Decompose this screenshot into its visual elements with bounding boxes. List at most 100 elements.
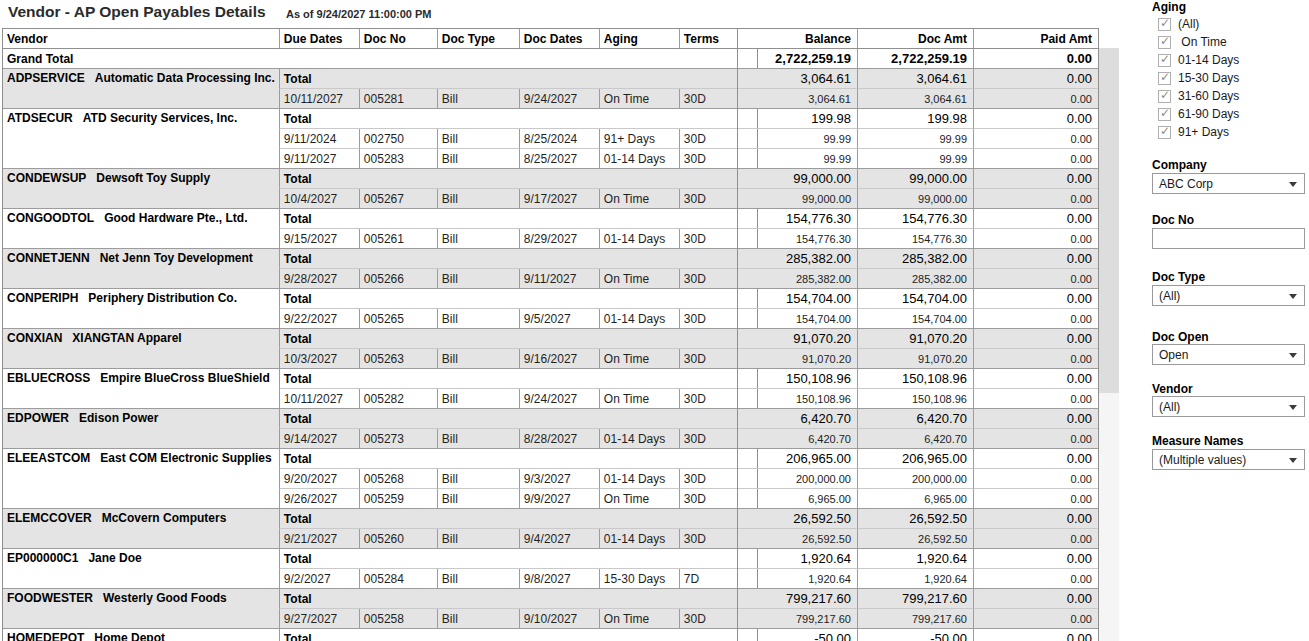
balance-cell[interactable]: 150,108.96 — [738, 389, 857, 409]
doc-date-cell[interactable]: 9/8/2027 — [519, 569, 599, 589]
aging-cell[interactable]: 01-14 Days — [599, 149, 679, 169]
vendor-cell[interactable]: CONDEWSUPDewsoft Toy Supply — [3, 169, 279, 209]
doc-amt-cell[interactable]: 154,704.00 — [857, 289, 973, 309]
due-date-cell[interactable]: 9/20/2027 — [279, 469, 359, 489]
total-label-cell[interactable]: Total — [279, 69, 757, 89]
due-date-cell[interactable]: 9/11/2024 — [279, 129, 359, 149]
balance-cell[interactable]: 3,064.61 — [738, 69, 857, 89]
due-date-cell[interactable]: 9/11/2027 — [279, 149, 359, 169]
doc-no-input[interactable] — [1152, 228, 1305, 249]
vendor-cell[interactable]: ATDSECURATD Security Services, Inc. — [3, 109, 279, 169]
balance-cell[interactable]: 199.98 — [738, 109, 857, 129]
total-label-cell[interactable]: Total — [279, 109, 757, 129]
paid-amt-cell[interactable]: 0.00 — [973, 289, 1098, 309]
aging-checkbox--all-[interactable]: ✓(All) — [1158, 15, 1199, 33]
doc-amt-cell[interactable]: 99,000.00 — [857, 169, 973, 189]
balance-cell[interactable]: 6,420.70 — [738, 429, 857, 449]
balance-cell[interactable]: 154,776.30 — [738, 229, 857, 249]
vendor-cell[interactable]: CONXIANXIANGTAN Apparel — [3, 329, 279, 369]
paid-amt-cell[interactable]: 0.00 — [973, 449, 1098, 469]
doc-type-cell[interactable]: Bill — [437, 149, 519, 169]
measure-names-dropdown[interactable]: (Multiple values) — [1152, 449, 1305, 470]
vendor-cell[interactable]: EP000000C1Jane Doe — [3, 549, 279, 589]
doc-date-cell[interactable]: 8/29/2027 — [519, 229, 599, 249]
due-date-cell[interactable]: 9/15/2027 — [279, 229, 359, 249]
aging-checkbox-on-time[interactable]: ✓ On Time — [1158, 33, 1227, 51]
balance-cell[interactable]: 91,070.20 — [738, 349, 857, 369]
doc-date-cell[interactable]: 9/24/2027 — [519, 89, 599, 109]
doc-no-cell[interactable]: 005263 — [359, 349, 437, 369]
doc-amt-cell[interactable]: 6,420.70 — [857, 409, 973, 429]
total-label-cell[interactable]: Total — [279, 629, 757, 641]
balance-cell[interactable]: 200,000.00 — [738, 469, 857, 489]
aging-checkbox-31-60-days[interactable]: ✓31-60 Days — [1158, 87, 1239, 105]
checkbox-icon[interactable]: ✓ — [1158, 54, 1171, 67]
scrollbar-thumb[interactable] — [1099, 48, 1119, 393]
paid-amt-cell[interactable]: 0.00 — [973, 229, 1098, 249]
paid-amt-cell[interactable]: 0.00 — [973, 469, 1098, 489]
balance-cell[interactable]: 154,704.00 — [738, 309, 857, 329]
total-label-cell[interactable]: Total — [279, 289, 757, 309]
due-date-cell[interactable]: 10/3/2027 — [279, 349, 359, 369]
doc-no-cell[interactable]: 005261 — [359, 229, 437, 249]
paid-amt-cell[interactable]: 0.00 — [973, 629, 1098, 641]
doc-no-cell[interactable]: 005268 — [359, 469, 437, 489]
column-header-doc-dates[interactable]: Doc Dates — [519, 29, 599, 49]
balance-cell[interactable]: 285,382.00 — [738, 249, 857, 269]
balance-cell[interactable]: 99,000.00 — [738, 189, 857, 209]
column-header-doc-amt[interactable]: Doc Amt — [857, 29, 973, 49]
paid-amt-cell[interactable]: 0.00 — [973, 529, 1098, 549]
doc-type-cell[interactable]: Bill — [437, 529, 519, 549]
paid-amt-cell[interactable]: 0.00 — [973, 589, 1098, 609]
balance-cell[interactable]: 285,382.00 — [738, 269, 857, 289]
balance-cell[interactable]: 154,776.30 — [738, 209, 857, 229]
due-date-cell[interactable]: 10/11/2027 — [279, 89, 359, 109]
vertical-scrollbar[interactable] — [1099, 48, 1119, 641]
doc-date-cell[interactable]: 9/11/2027 — [519, 269, 599, 289]
paid-amt-cell[interactable]: 0.00 — [973, 89, 1098, 109]
total-label-cell[interactable]: Total — [279, 409, 757, 429]
doc-date-cell[interactable]: 9/4/2027 — [519, 529, 599, 549]
aging-cell[interactable]: 91+ Days — [599, 129, 679, 149]
checkbox-icon[interactable]: ✓ — [1158, 36, 1171, 49]
aging-checkbox-91-days[interactable]: ✓91+ Days — [1158, 123, 1229, 141]
total-label-cell[interactable]: Total — [279, 369, 757, 389]
paid-amt-cell[interactable]: 0.00 — [973, 389, 1098, 409]
doc-amt-cell[interactable]: 200,000.00 — [857, 469, 973, 489]
paid-amt-cell[interactable]: 0.00 — [973, 489, 1098, 509]
paid-amt-cell[interactable]: 0.00 — [973, 569, 1098, 589]
vendor-cell[interactable]: CONNETJENNNet Jenn Toy Development — [3, 249, 279, 289]
doc-amt-cell[interactable]: 285,382.00 — [857, 249, 973, 269]
paid-amt-cell[interactable]: 0.00 — [973, 69, 1098, 89]
balance-cell[interactable]: 2,722,259.19 — [738, 49, 857, 69]
doc-amt-cell[interactable]: 99,000.00 — [857, 189, 973, 209]
due-date-cell[interactable]: 9/28/2027 — [279, 269, 359, 289]
doc-no-cell[interactable]: 005260 — [359, 529, 437, 549]
checkbox-icon[interactable]: ✓ — [1158, 90, 1171, 103]
vendor-cell[interactable]: CONGOODTOLGood Hardware Pte., Ltd. — [3, 209, 279, 249]
doc-no-cell[interactable]: 005284 — [359, 569, 437, 589]
aging-cell[interactable]: 15-30 Days — [599, 569, 679, 589]
total-label-cell[interactable]: Total — [279, 329, 757, 349]
paid-amt-cell[interactable]: 0.00 — [973, 329, 1098, 349]
column-header-doc-type[interactable]: Doc Type — [437, 29, 519, 49]
doc-amt-cell[interactable]: 91,070.20 — [857, 329, 973, 349]
doc-type-cell[interactable]: Bill — [437, 469, 519, 489]
due-date-cell[interactable]: 10/11/2027 — [279, 389, 359, 409]
balance-cell[interactable]: 99.99 — [738, 149, 857, 169]
balance-cell[interactable]: 6,965.00 — [738, 489, 857, 509]
doc-date-cell[interactable]: 8/28/2027 — [519, 429, 599, 449]
column-header-due-dates[interactable]: Due Dates — [279, 29, 359, 49]
paid-amt-cell[interactable]: 0.00 — [973, 349, 1098, 369]
doc-amt-cell[interactable]: 799,217.60 — [857, 589, 973, 609]
paid-amt-cell[interactable]: 0.00 — [973, 189, 1098, 209]
vendor-cell[interactable]: ELEMCCOVERMcCovern Computers — [3, 509, 279, 549]
aging-cell[interactable]: 01-14 Days — [599, 309, 679, 329]
doc-no-cell[interactable]: 005267 — [359, 189, 437, 209]
aging-checkbox-61-90-days[interactable]: ✓61-90 Days — [1158, 105, 1239, 123]
doc-type-cell[interactable]: Bill — [437, 189, 519, 209]
balance-cell[interactable]: 26,592.50 — [738, 509, 857, 529]
vendor-cell[interactable]: CONPERIPHPeriphery Distribution Co. — [3, 289, 279, 329]
company-dropdown[interactable]: ABC Corp — [1152, 173, 1305, 194]
due-date-cell[interactable]: 10/4/2027 — [279, 189, 359, 209]
